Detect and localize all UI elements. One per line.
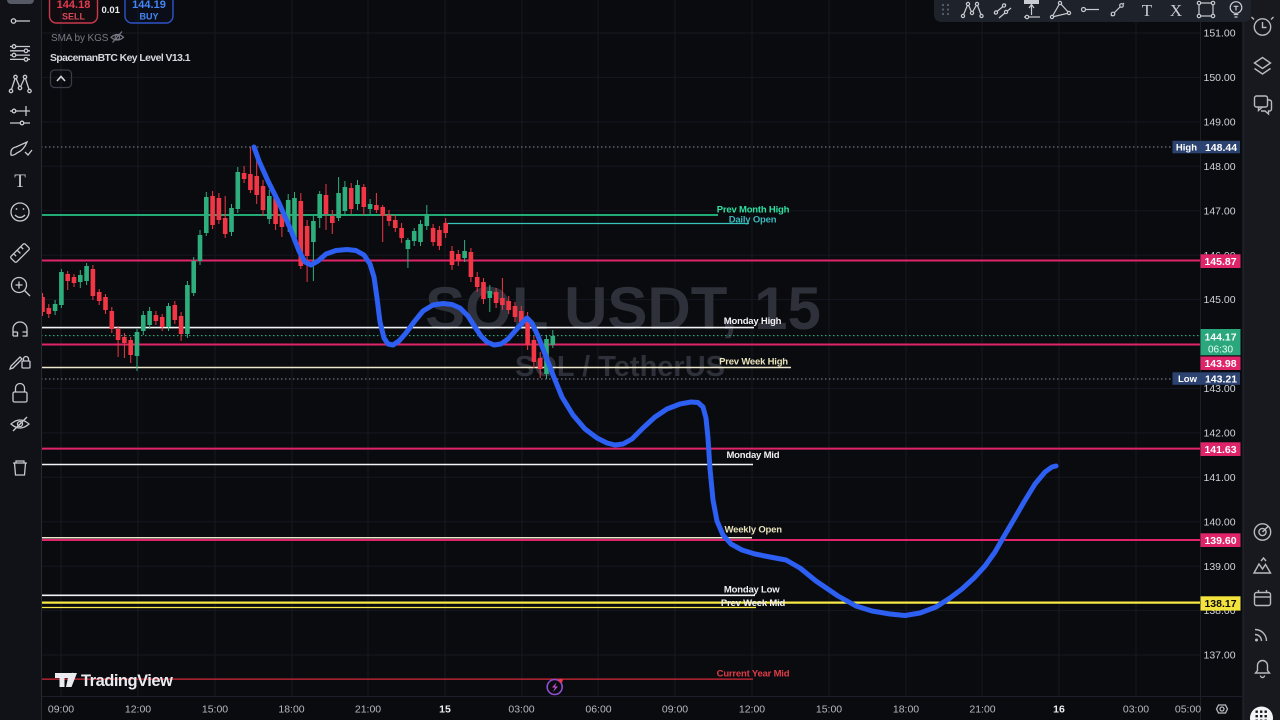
- svg-text:Daily Open: Daily Open: [729, 215, 777, 226]
- svg-text:Monday Mid: Monday Mid: [726, 450, 779, 461]
- svg-text:05:00: 05:00: [1175, 703, 1201, 715]
- svg-text:15:00: 15:00: [816, 703, 842, 715]
- svg-text:145.87: 145.87: [1204, 256, 1236, 268]
- svg-text:Monday Low: Monday Low: [724, 585, 780, 596]
- svg-text:150.00: 150.00: [1204, 72, 1236, 84]
- svg-text:141.00: 141.00: [1204, 472, 1236, 484]
- svg-text:145.00: 145.00: [1204, 294, 1236, 306]
- svg-text:09:00: 09:00: [662, 703, 688, 715]
- svg-text:Prev Week Mid: Prev Week Mid: [721, 598, 786, 609]
- svg-text:139.60: 139.60: [1204, 535, 1236, 547]
- svg-text:148.44: 148.44: [1205, 142, 1237, 154]
- svg-text:SOL USDT, 15: SOL USDT, 15: [425, 275, 821, 342]
- svg-text:BUY: BUY: [139, 12, 158, 22]
- svg-text:144.19: 144.19: [132, 0, 166, 11]
- svg-text:Low: Low: [1178, 374, 1198, 385]
- svg-text:142.00: 142.00: [1204, 428, 1236, 440]
- svg-text:Monday High: Monday High: [724, 316, 782, 327]
- svg-text:138.17: 138.17: [1204, 598, 1236, 610]
- svg-text:06:30: 06:30: [1208, 344, 1233, 355]
- svg-text:Current Year Mid: Current Year Mid: [717, 669, 790, 680]
- svg-text:03:00: 03:00: [1123, 703, 1149, 715]
- svg-text:140.00: 140.00: [1204, 516, 1236, 528]
- svg-text:139.00: 139.00: [1204, 561, 1236, 573]
- svg-text:143.98: 143.98: [1204, 358, 1236, 370]
- svg-text:15:00: 15:00: [202, 703, 228, 715]
- svg-text:Prev Week High: Prev Week High: [719, 357, 788, 368]
- svg-text:18:00: 18:00: [278, 703, 304, 715]
- svg-text:03:00: 03:00: [508, 703, 534, 715]
- svg-text:X: X: [1170, 1, 1182, 20]
- svg-text:SpacemanBTC Key Level V13.1: SpacemanBTC Key Level V13.1: [50, 53, 191, 64]
- svg-text:143.00: 143.00: [1204, 383, 1236, 395]
- svg-text:21:00: 21:00: [969, 703, 995, 715]
- svg-text:09:00: 09:00: [48, 703, 74, 715]
- svg-text:16: 16: [1053, 703, 1065, 715]
- svg-text:149.00: 149.00: [1204, 117, 1236, 129]
- svg-text:12:00: 12:00: [125, 703, 151, 715]
- svg-text:137.00: 137.00: [1204, 650, 1236, 662]
- svg-text:TradingView: TradingView: [81, 672, 173, 690]
- svg-text:Prev Month High: Prev Month High: [717, 205, 790, 216]
- svg-text:144.17: 144.17: [1204, 331, 1236, 343]
- svg-text:148.00: 148.00: [1204, 161, 1236, 173]
- svg-text:Weekly Open: Weekly Open: [725, 525, 783, 536]
- svg-text:141.63: 141.63: [1204, 444, 1236, 456]
- svg-text:T: T: [14, 171, 26, 192]
- svg-text:143.21: 143.21: [1205, 373, 1237, 385]
- svg-text:151.00: 151.00: [1204, 28, 1236, 40]
- svg-text:147.00: 147.00: [1204, 205, 1236, 217]
- svg-text:SMA by KGS: SMA by KGS: [51, 33, 109, 44]
- svg-text:18:00: 18:00: [893, 703, 919, 715]
- svg-text:High: High: [1176, 143, 1197, 154]
- svg-text:0.01: 0.01: [101, 5, 120, 16]
- svg-text:SELL: SELL: [62, 12, 86, 22]
- svg-text:T: T: [1142, 1, 1153, 20]
- svg-text:15: 15: [439, 703, 451, 715]
- svg-text:144.18: 144.18: [57, 0, 91, 11]
- svg-text:12:00: 12:00: [739, 703, 765, 715]
- svg-text:06:00: 06:00: [585, 703, 611, 715]
- svg-text:21:00: 21:00: [355, 703, 381, 715]
